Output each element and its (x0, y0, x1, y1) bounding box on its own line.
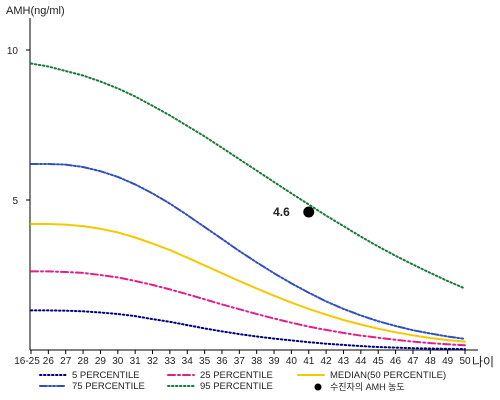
x-tick-label: 34 (182, 356, 194, 367)
x-tick-label: 33 (164, 356, 176, 367)
x-tick-label: 29 (95, 356, 107, 367)
legend-patient-dot (314, 383, 322, 391)
legend-label: MEDIAN(50 PERCENTILE) (330, 370, 446, 381)
x-tick-label: 16-25 (14, 356, 40, 367)
series-line-median-50-percentile- (30, 223, 466, 343)
patient-amh-point (303, 206, 315, 218)
x-tick-label: 40 (286, 356, 298, 367)
x-tick-label: 28 (78, 356, 90, 367)
legend-patient-label: 수진자의 AMH 농도 (330, 382, 405, 392)
series-line-75-percentile (30, 163, 466, 340)
legend-label: 25 PERCENTILE (200, 370, 273, 381)
series-line-95-percentile (30, 62, 466, 290)
x-tick-label: 50 (459, 356, 471, 367)
legend-label: 95 PERCENTILE (200, 381, 273, 392)
y-tick-label: 10 (7, 46, 19, 57)
legend-label: 75 PERCENTILE (72, 381, 145, 392)
x-tick-label: 35 (199, 356, 211, 367)
y-axis-label: AMH(ng/ml) (6, 5, 65, 17)
x-tick-label: 26 (43, 356, 55, 367)
series-line-25-percentile (30, 270, 466, 347)
x-tick-label: 41 (303, 356, 315, 367)
x-tick-label: 44 (355, 356, 367, 367)
x-tick-label: 32 (147, 356, 159, 367)
x-tick-label: 46 (390, 356, 402, 367)
x-tick-label: 37 (234, 356, 246, 367)
x-tick-label: 45 (373, 356, 385, 367)
x-axis-label: 나이 (472, 355, 494, 369)
x-tick-label: 36 (216, 356, 228, 367)
x-tick-label: 39 (268, 356, 280, 367)
x-tick-label: 38 (251, 356, 263, 367)
x-tick-label: 31 (130, 356, 142, 367)
x-tick-label: 42 (321, 356, 333, 367)
x-tick-label: 48 (425, 356, 437, 367)
patient-amh-value-label: 4.6 (273, 205, 290, 219)
legend-label: 5 PERCENTILE (72, 370, 140, 381)
y-tick-label: 5 (12, 196, 18, 207)
x-tick-label: 27 (60, 356, 72, 367)
x-tick-label: 43 (338, 356, 350, 367)
x-tick-label: 47 (407, 356, 419, 367)
x-tick-label: 49 (442, 356, 454, 367)
x-tick-label: 30 (112, 356, 124, 367)
series-line-5-percentile (30, 309, 466, 351)
